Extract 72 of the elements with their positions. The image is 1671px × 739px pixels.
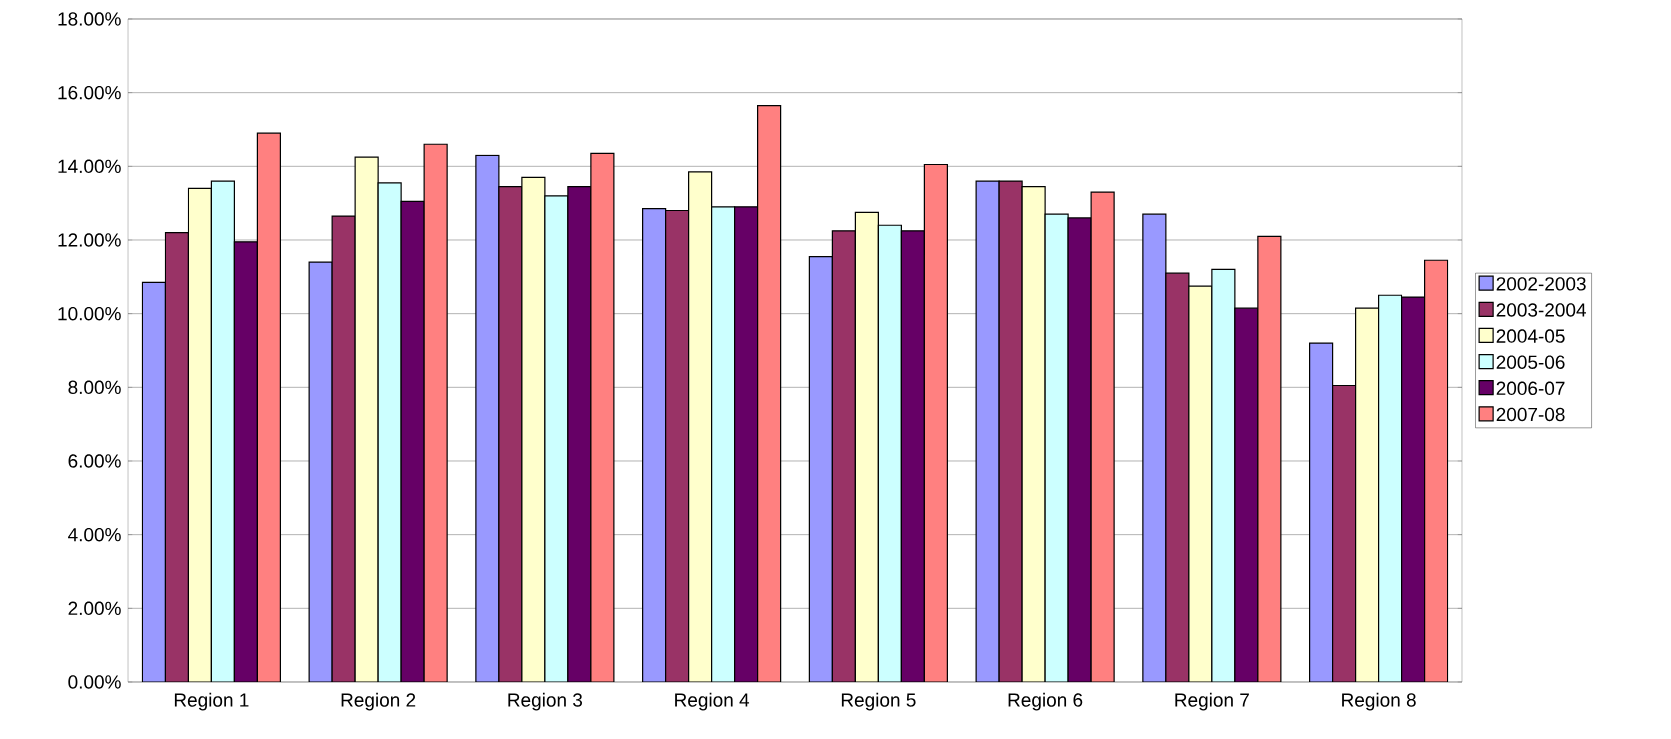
- legend-label: 2004-05: [1496, 329, 1565, 343]
- x-tick-label: Region 7: [1175, 692, 1249, 711]
- bar: [1068, 217, 1092, 682]
- bar: [355, 157, 379, 682]
- bar: [734, 206, 758, 682]
- y-tick-label: 2.00%: [68, 601, 121, 616]
- bar: [567, 186, 591, 682]
- bar: [999, 181, 1023, 682]
- bar: [188, 188, 212, 682]
- bar: [165, 232, 189, 682]
- bar: [498, 186, 522, 682]
- x-tick-label: Region 8: [1342, 692, 1416, 711]
- bar: [257, 133, 281, 682]
- bar: [544, 195, 568, 682]
- bar: [1401, 296, 1426, 682]
- bar: [1165, 273, 1189, 682]
- bar: [757, 105, 781, 682]
- bar: [665, 210, 689, 682]
- bar: [1211, 269, 1235, 682]
- y-tick-label: 12.00%: [58, 233, 121, 247]
- legend-label: 2005-06: [1496, 355, 1565, 369]
- bar: [234, 241, 258, 682]
- bar: [424, 144, 448, 682]
- bar: [1022, 186, 1046, 682]
- bar: [878, 225, 902, 682]
- x-tick-label: Region 5: [841, 692, 916, 711]
- bar: [1142, 214, 1166, 682]
- bar: [309, 262, 333, 682]
- y-tick-label: 18.00%: [58, 12, 121, 26]
- x-tick-label: Region 4: [675, 692, 750, 711]
- legend-label: 2002-2003: [1496, 277, 1586, 291]
- x-tick-label: Region 1: [174, 692, 249, 711]
- bar: [1091, 192, 1115, 682]
- bar: [1234, 308, 1258, 682]
- bar: [521, 177, 545, 682]
- bar: [332, 216, 356, 682]
- bar: [1045, 214, 1069, 682]
- bar: [809, 256, 833, 682]
- y-tick-label: 10.00%: [58, 306, 121, 321]
- x-tick-label: Region 2: [341, 692, 416, 711]
- y-tick-label: 4.00%: [68, 527, 121, 542]
- bar: [1355, 307, 1380, 682]
- bar: [475, 155, 499, 682]
- bar: [1257, 236, 1281, 682]
- bar: [1424, 259, 1449, 682]
- bar: [1309, 342, 1334, 682]
- y-tick-label: 6.00%: [68, 454, 121, 468]
- y-tick-label: 14.00%: [58, 159, 121, 174]
- bar: [642, 208, 666, 682]
- legend-label: 2003-2004: [1496, 303, 1586, 317]
- bar: [711, 206, 735, 682]
- bar: [1188, 286, 1212, 682]
- bar: [142, 282, 166, 682]
- bar: [401, 201, 425, 682]
- y-tick-label: 8.00%: [68, 380, 121, 395]
- legend-label: 2007-08: [1496, 407, 1565, 422]
- bar: [378, 182, 402, 682]
- bar: [211, 181, 235, 682]
- x-tick-label: Region 3: [508, 692, 583, 711]
- y-tick-label: 0.00%: [68, 675, 121, 689]
- bar: [590, 153, 614, 682]
- bar: [832, 230, 856, 682]
- bar: [1378, 294, 1403, 682]
- bar: [976, 181, 1000, 682]
- bar: [855, 212, 879, 682]
- bar: [1332, 384, 1357, 682]
- y-tick-label: 16.00%: [58, 85, 121, 100]
- bar: [688, 171, 712, 682]
- bar: [901, 230, 925, 682]
- x-tick-label: Region 6: [1008, 692, 1083, 711]
- legend-label: 2006-07: [1496, 381, 1565, 396]
- bar: [924, 164, 948, 682]
